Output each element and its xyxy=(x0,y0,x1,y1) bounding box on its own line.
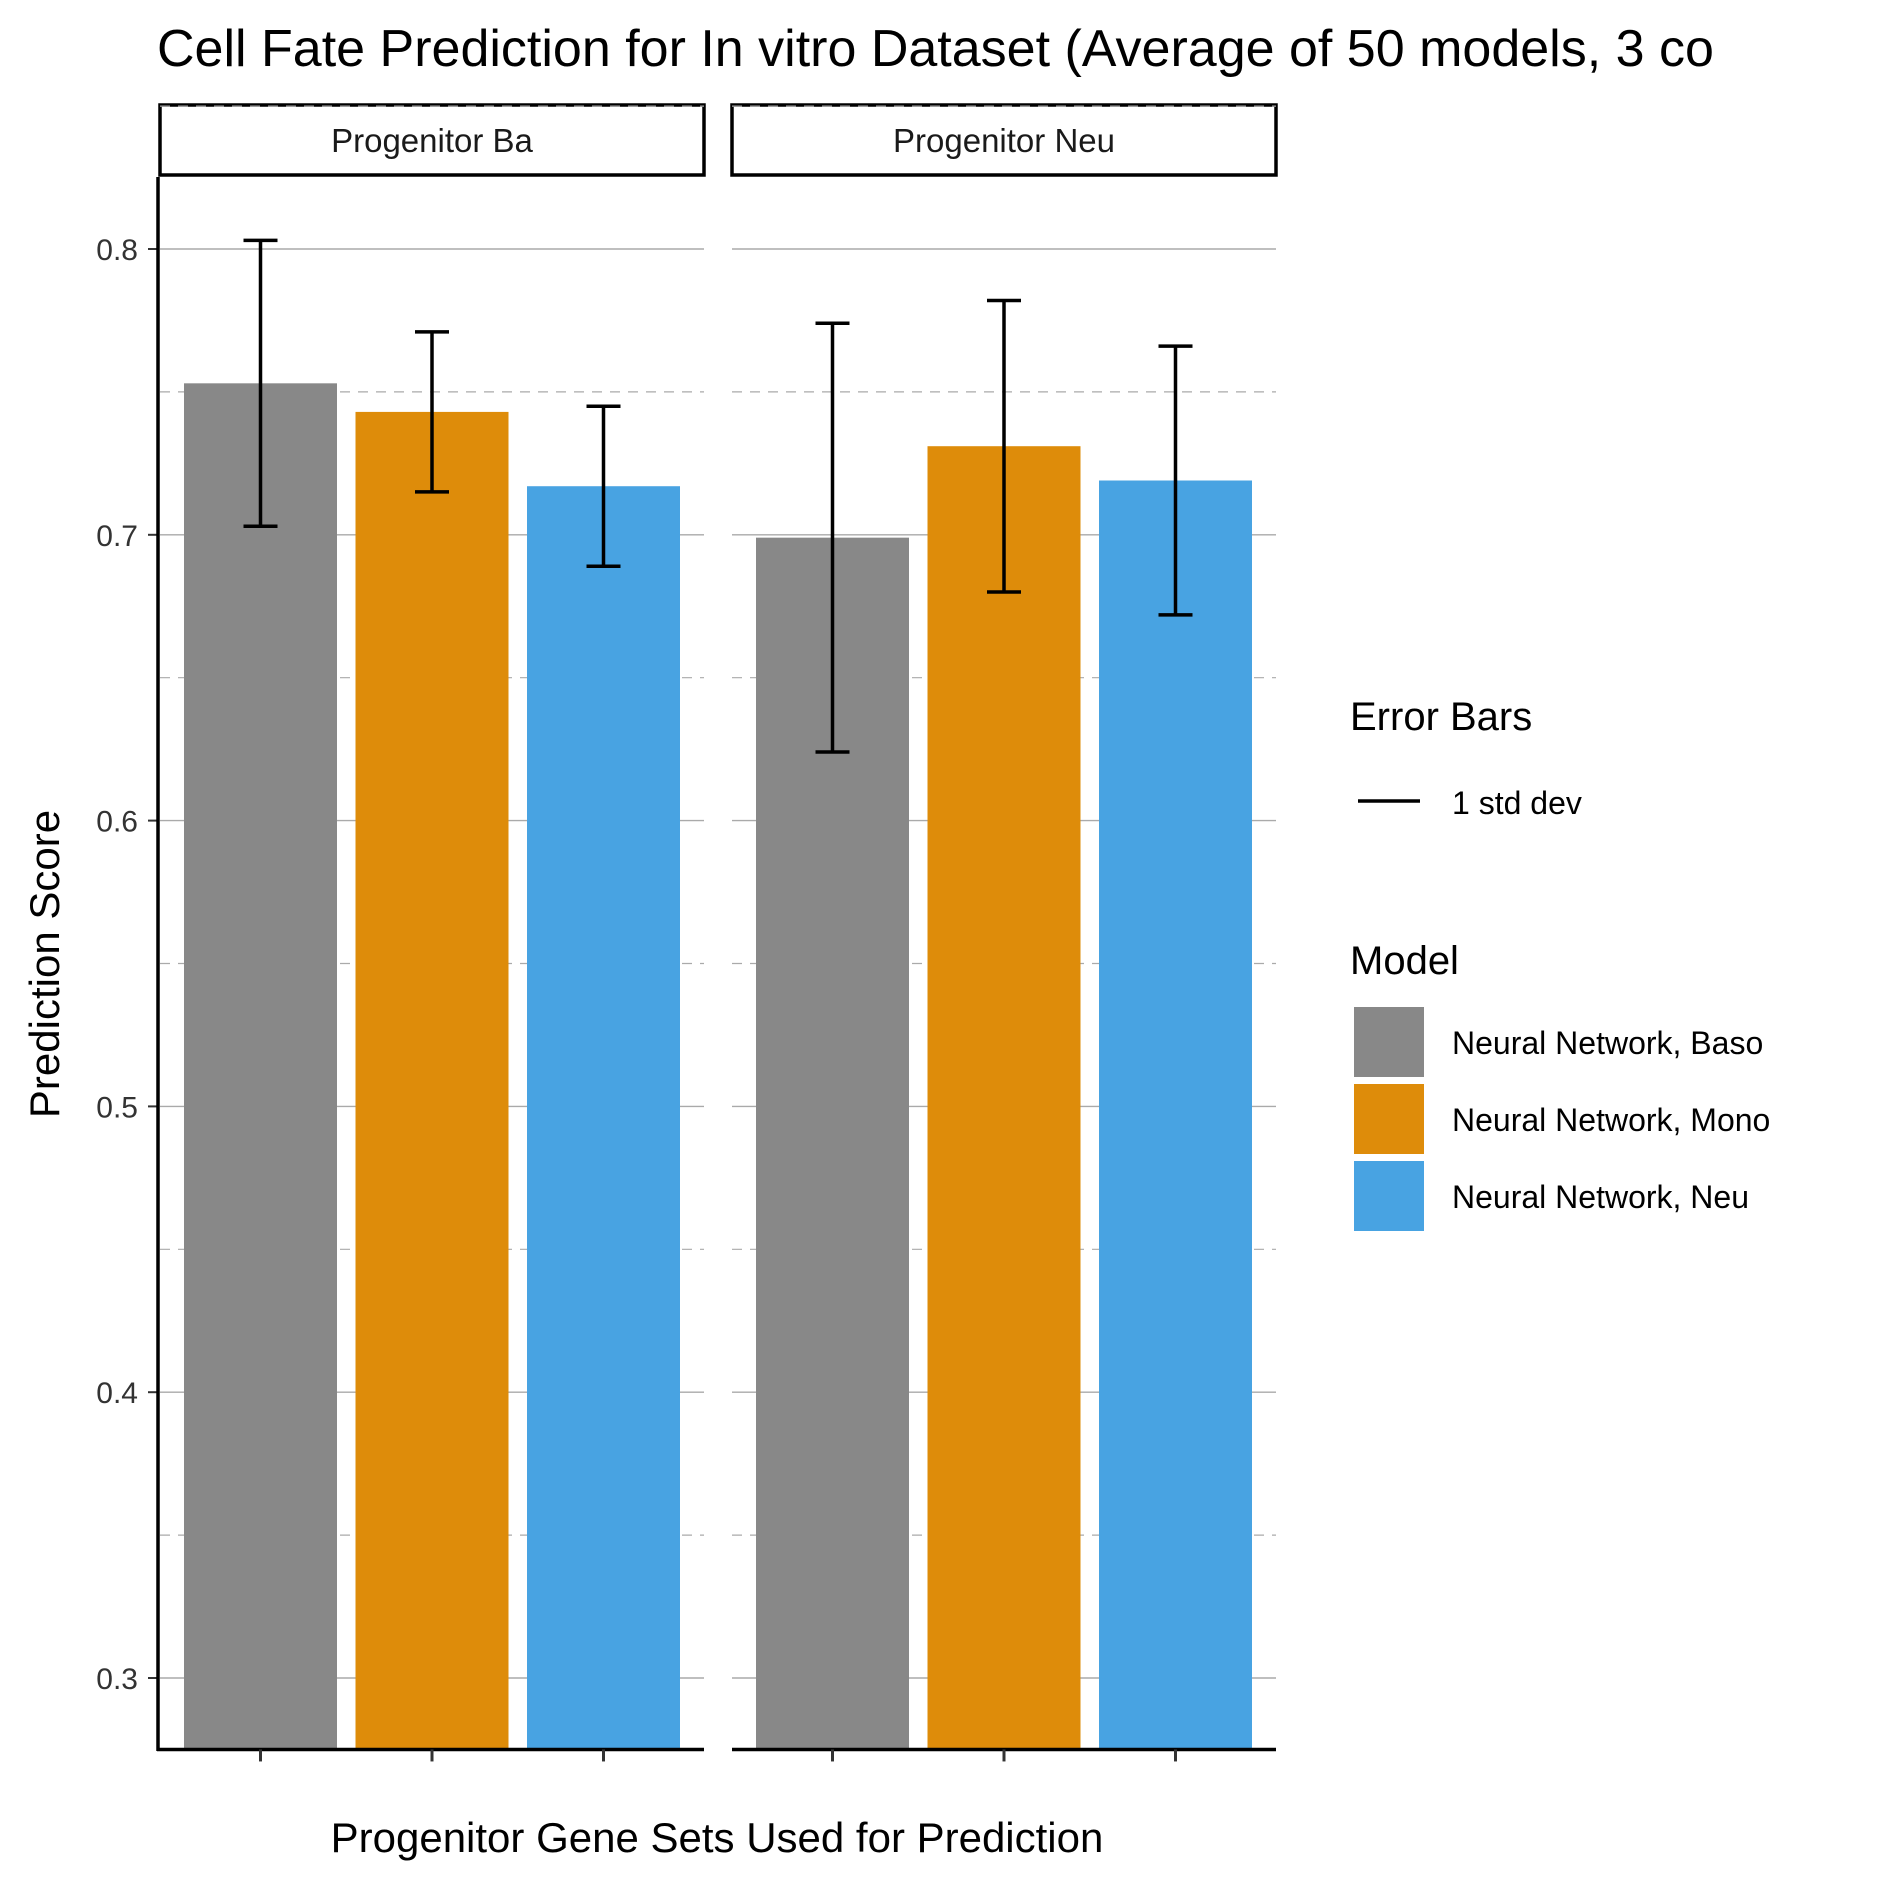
legend-model-title: Model xyxy=(1350,939,1459,983)
x-axis-label: Progenitor Gene Sets Used for Prediction xyxy=(331,1814,1104,1861)
legend-items: Neural Network, Baso Neural Network, Mono… xyxy=(1354,1007,1770,1231)
y-tick-label: 0.5 xyxy=(96,1091,138,1124)
y-tick-label: 0.6 xyxy=(96,806,138,839)
bar xyxy=(1099,480,1252,1750)
legend-item: Neural Network, Baso xyxy=(1354,1007,1763,1077)
bar xyxy=(184,383,337,1750)
error-bar xyxy=(586,404,621,568)
legend-swatch xyxy=(1354,1084,1424,1154)
facet-strip-label: Progenitor Ba xyxy=(331,122,533,159)
y-tick-label: 0.3 xyxy=(96,1663,138,1696)
legend-label: Neural Network, Neu xyxy=(1452,1179,1749,1215)
facet-strip xyxy=(158,103,706,177)
legend: Error Bars 1 std dev Model Neural Networ… xyxy=(1350,695,1770,1231)
bar xyxy=(355,411,509,1750)
facet-panel: Progenitor Neu xyxy=(730,103,1278,1762)
error-bar xyxy=(987,298,1021,594)
y-tick-label: 0.4 xyxy=(96,1377,138,1410)
error-bar xyxy=(243,238,278,528)
legend-item: Neural Network, Mono xyxy=(1354,1084,1770,1154)
bar xyxy=(527,486,680,1750)
facet-strip-label: Progenitor Neu xyxy=(893,122,1115,159)
legend-label: Neural Network, Mono xyxy=(1452,1102,1770,1138)
legend-errorbar-label: 1 std dev xyxy=(1452,785,1582,821)
y-axis-label: Prediction Score xyxy=(21,810,68,1118)
error-bar xyxy=(1158,344,1193,617)
legend-swatch xyxy=(1354,1007,1424,1077)
y-tick-label: 0.7 xyxy=(96,520,138,553)
y-tick-label: 0.8 xyxy=(96,234,138,267)
bar xyxy=(927,446,1081,1750)
chart-title: Cell Fate Prediction for In vitro Datase… xyxy=(157,20,1714,78)
legend-item: Neural Network, Neu xyxy=(1354,1161,1749,1231)
facet-panel: Progenitor Ba xyxy=(157,103,706,1762)
facet-panels: 0.3 0.4 0.5 0.6 0.7 0.8 Progenitor Ba Progenito… xyxy=(96,103,1278,1762)
legend-label: Neural Network, Baso xyxy=(1452,1025,1763,1061)
legend-errorbars-title: Error Bars xyxy=(1350,695,1532,739)
error-bar xyxy=(815,321,850,754)
facet-strip xyxy=(730,103,1278,177)
error-bar xyxy=(415,330,449,494)
legend-swatch xyxy=(1354,1161,1424,1231)
